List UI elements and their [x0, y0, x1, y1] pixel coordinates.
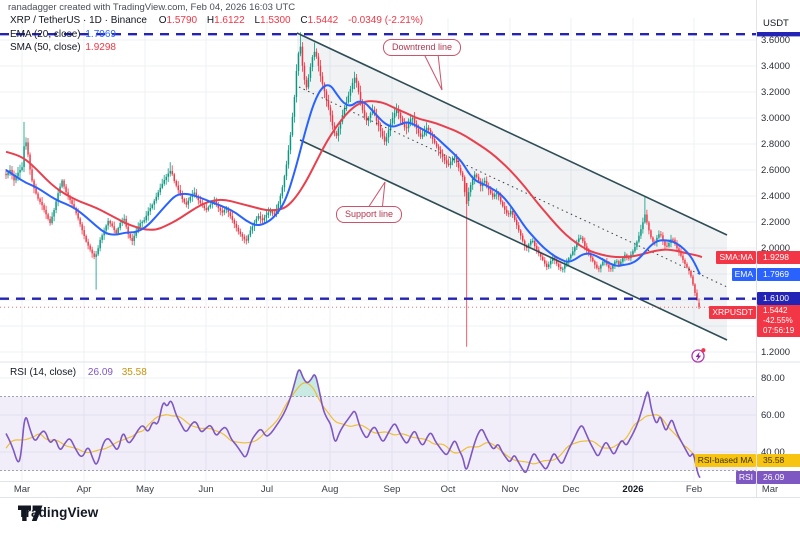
sma-axis-value: 1.9298 [757, 251, 800, 264]
time-tick-label: 2026 [622, 484, 644, 495]
symbol-axis-tag: XRPUSDT [709, 306, 756, 319]
ema-legend[interactable]: EMA (20, close) 1.7969 [10, 29, 116, 40]
price-tick-label: 2.8000 [761, 138, 791, 150]
rsi-legend-value: 26.09 [87, 367, 113, 378]
ema-axis-value: 1.7969 [757, 268, 800, 281]
time-tick-label: Feb [685, 484, 703, 495]
ohlc-open-label: O [158, 15, 167, 26]
time-tick-label: Jul [260, 484, 274, 495]
rsi-axis-value: 26.09 [757, 471, 800, 484]
change-percent-value: -42.55% [763, 316, 793, 325]
tradingview-logo-icon [18, 505, 43, 521]
tradingview-logo[interactable]: TradingView [18, 505, 98, 521]
time-tick-label: Nov [501, 484, 519, 495]
price-tick-label: 2.6000 [761, 164, 791, 176]
rsi-axis-tag: RSI [735, 471, 756, 484]
sma-legend[interactable]: SMA (50, close) 1.9298 [10, 42, 116, 53]
time-tick-label: Jun [198, 484, 214, 495]
rsi-legend[interactable]: RSI (14, close) 26.09 35.58 [10, 367, 147, 378]
rsi-legend-label[interactable]: RSI (14, close) [10, 367, 77, 378]
sma-axis-tag: SMA:MA [716, 251, 756, 264]
ema-axis-tag: EMA [731, 268, 756, 281]
support-level-axis-value: 1.6100 [757, 292, 800, 305]
support-line-callout[interactable]: Support line [336, 206, 403, 223]
daily-change: -0.0349 (-2.21%) [348, 15, 424, 26]
lightning-marker-icon[interactable] [691, 348, 706, 363]
time-tick-label: Oct [440, 484, 456, 495]
last-price-value: 1.5442 [763, 306, 788, 315]
price-tick-label: 3.4000 [761, 60, 791, 72]
last-price-axis-box: 1.5442 -42.55% 07:56:19 [757, 305, 800, 337]
rsi-ma-axis-tag: RSI-based MA [694, 454, 756, 467]
downtrend-line-callout[interactable]: Downtrend line [383, 39, 462, 56]
price-tick-label: 2.4000 [761, 190, 791, 202]
ohlc-low-label: L [254, 15, 261, 26]
time-tick-label: Mar [13, 484, 31, 495]
symbol-legend[interactable]: XRP / TetherUS · 1D · Binance O1.5790 H1… [10, 15, 423, 26]
time-tick-label: May [136, 484, 154, 495]
rsi-tick-label: 60.00 [761, 409, 785, 421]
ohlc-high-label: H [206, 15, 215, 26]
ohlc-low-value: 1.5300 [260, 15, 291, 26]
price-tick-label: 3.6000 [761, 34, 791, 46]
sma-legend-label[interactable]: SMA (50, close) [10, 42, 81, 53]
price-tick-label: 3.0000 [761, 112, 791, 124]
bar-countdown: 07:56:19 [763, 326, 795, 335]
price-tick-label: 1.2000 [761, 346, 791, 358]
time-tick-label: Apr [76, 484, 92, 495]
rsi-tick-label: 40.00 [761, 446, 785, 458]
price-tick-label: 2.0000 [761, 242, 791, 254]
sma-legend-value: 1.9298 [85, 42, 116, 53]
time-tick-label: Sep [383, 484, 401, 495]
rsi-tick-label: 80.00 [761, 372, 785, 384]
time-tick-label: Aug [321, 484, 339, 495]
symbol-title[interactable]: XRP / TetherUS · 1D · Binance [10, 15, 147, 26]
ohlc-close-label: C [300, 15, 308, 26]
time-tick-label: Dec [562, 484, 580, 495]
price-tick-label: 2.2000 [761, 216, 791, 228]
price-tick-label: 3.2000 [761, 86, 791, 98]
attribution-text: ranadagger created with TradingView.com,… [8, 2, 296, 13]
rsi-ma-legend-value: 35.58 [121, 367, 147, 378]
ohlc-high-value: 1.6122 [214, 15, 245, 26]
ohlc-close-value: 1.5442 [307, 15, 339, 26]
currency-label: USDT [763, 18, 789, 29]
time-tick-label: Mar [761, 484, 779, 495]
rsi-ma-axis-value: 35.58 [757, 454, 800, 467]
ema-legend-value: 1.7969 [85, 29, 116, 40]
ohlc-open-value: 1.5790 [166, 15, 198, 26]
ema-legend-label[interactable]: EMA (20, close) [10, 29, 81, 40]
